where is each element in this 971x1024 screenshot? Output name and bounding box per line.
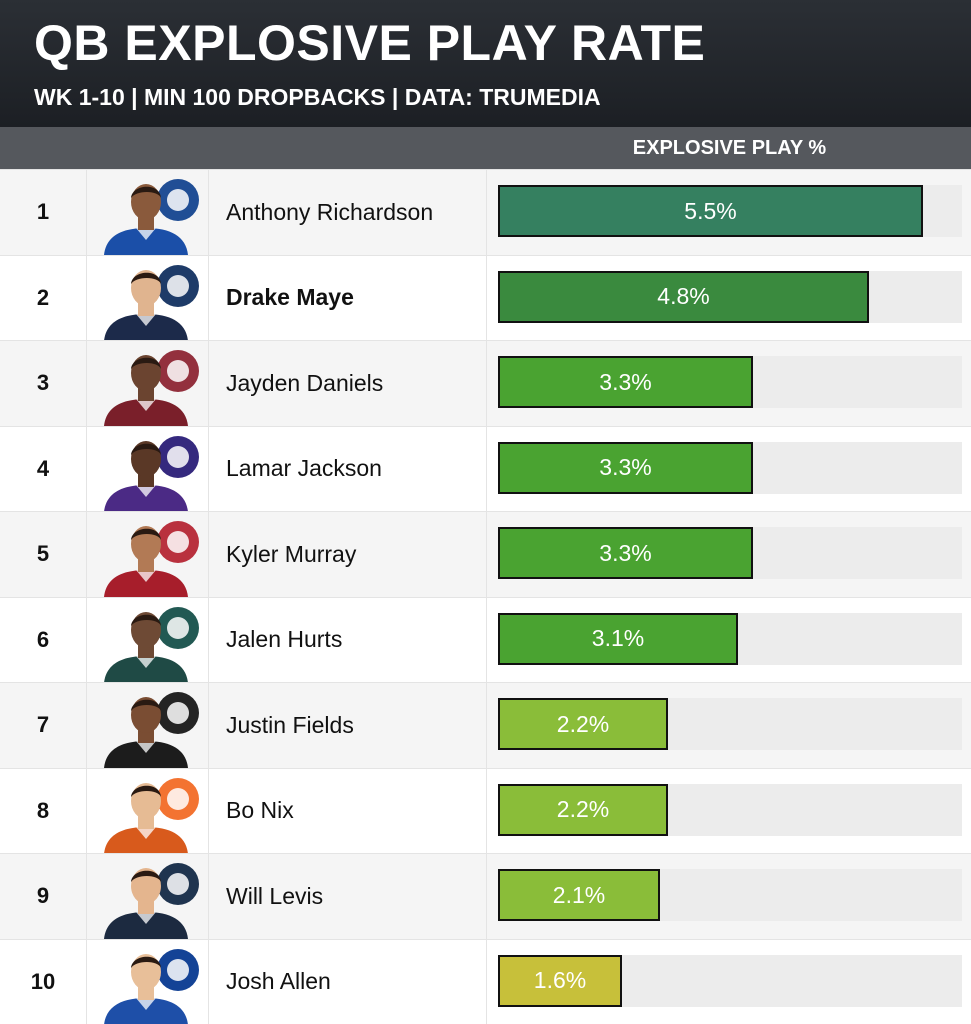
colts-horseshoe-logo: [157, 179, 199, 221]
table-row: 8 Bo Nix 2.2%: [0, 767, 971, 853]
bar: 1.6%: [498, 954, 622, 1007]
player-headshot: [104, 350, 199, 426]
bar: 3.1%: [498, 612, 738, 665]
rank-label: 7: [0, 683, 87, 768]
bar-value-label: 3.1%: [591, 625, 645, 651]
player-name: Drake Maye: [208, 255, 487, 340]
value-column-header: EXPLOSIVE PLAY %: [632, 137, 827, 159]
rank-label: 6: [0, 597, 87, 682]
player-name: Will Levis: [208, 854, 487, 939]
rank-label: 5: [0, 512, 87, 597]
player-headshot: [104, 264, 199, 340]
player-photo-cell: [86, 939, 209, 1024]
commanders-w-logo: [157, 350, 199, 392]
bar: 3.3%: [498, 527, 753, 579]
player-photo-cell: [86, 255, 209, 340]
bar: 3.3%: [498, 356, 753, 408]
player-photo-cell: [86, 426, 209, 511]
bar: 2.1%: [498, 869, 660, 921]
table-row: 9 Will Levis 2.1%: [0, 853, 971, 939]
player-headshot: [104, 606, 199, 682]
table-row: 4 Lamar Jackson 3.3%: [0, 425, 971, 511]
steelers-logo: [157, 692, 199, 734]
ravens-logo: [157, 435, 199, 478]
player-headshot: [104, 948, 199, 1024]
bar: 4.8%: [498, 270, 869, 323]
bills-logo: [157, 948, 199, 991]
bar-track: 3.3%: [498, 527, 962, 579]
rank-label: 1: [0, 170, 87, 255]
rank-label: 9: [0, 854, 87, 939]
bar: 5.5%: [498, 185, 923, 237]
bar: 2.2%: [498, 698, 668, 750]
broncos-logo: [157, 777, 199, 820]
bar-value-label: 2.2%: [556, 796, 610, 822]
player-headshot: [104, 179, 199, 255]
player-photo-cell: [86, 512, 209, 597]
rank-label: 4: [0, 426, 87, 511]
column-header-row: EXPLOSIVE PLAY %: [0, 127, 971, 169]
player-name: Lamar Jackson: [208, 426, 487, 511]
table-row: 1 Anthony Richardson 5.5%: [0, 169, 971, 255]
player-photo-cell: [86, 341, 209, 426]
bar-value-label: 5.5%: [684, 197, 737, 224]
player-photo-cell: [86, 170, 209, 255]
bar: 2.2%: [498, 783, 668, 836]
player-name: Josh Allen: [208, 939, 487, 1024]
patriots-logo: [157, 264, 199, 307]
table-row: 5 Kyler Murray 3.3%: [0, 511, 971, 597]
eagles-logo: [157, 606, 199, 649]
chart-subtitle: WK 1-10 | MIN 100 DROPBACKS | DATA: TRUM…: [34, 84, 601, 110]
bar-value-label: 3.3%: [599, 454, 652, 480]
titans-logo: [157, 863, 199, 905]
player-name: Jalen Hurts: [208, 597, 487, 682]
player-name: Bo Nix: [208, 768, 487, 853]
player-headshot: [104, 863, 199, 939]
rank-label: 10: [0, 939, 87, 1024]
bar-value-label: 2.1%: [552, 881, 606, 908]
bar-value-label: 4.8%: [657, 283, 710, 309]
table-row: 2 Drake Maye 4.8%: [0, 254, 971, 340]
table-rows: 1 Anthony Richardson 5.5% 2 Drake Maye 4.8% 3 J…: [0, 169, 971, 1024]
bar-track: 2.1%: [498, 869, 962, 921]
bar-value-label: 1.6%: [533, 967, 587, 993]
title-block: QB EXPLOSIVE PLAY RATE WK 1-10 | MIN 100…: [0, 0, 971, 127]
table-row: 7 Justin Fields 2.2%: [0, 682, 971, 768]
bar-value-label: 2.2%: [556, 710, 610, 737]
rank-label: 8: [0, 768, 87, 853]
player-photo-cell: [86, 854, 209, 939]
bar-value-label: 3.3%: [599, 539, 652, 566]
bar-track: 5.5%: [498, 185, 962, 237]
bar-track: 3.3%: [498, 441, 962, 494]
player-name: Anthony Richardson: [208, 170, 487, 255]
bar-track: 1.6%: [498, 954, 962, 1007]
bar-track: 2.2%: [498, 698, 962, 750]
bar-track: 3.3%: [498, 356, 962, 408]
player-name: Justin Fields: [208, 683, 487, 768]
table-row: 3 Jayden Daniels 3.3%: [0, 340, 971, 426]
rank-label: 2: [0, 255, 87, 340]
player-headshot: [104, 521, 199, 597]
player-name: Kyler Murray: [208, 512, 487, 597]
player-headshot: [104, 777, 199, 853]
player-name: Jayden Daniels: [208, 341, 487, 426]
player-headshot: [104, 692, 199, 768]
player-headshot: [104, 435, 199, 511]
cardinals-logo: [157, 521, 199, 563]
rank-label: 3: [0, 341, 87, 426]
bar-track: 2.2%: [498, 783, 962, 836]
player-photo-cell: [86, 768, 209, 853]
player-photo-cell: [86, 683, 209, 768]
table-row: 6 Jalen Hurts 3.1%: [0, 596, 971, 682]
bar-track: 4.8%: [498, 270, 962, 323]
bar-value-label: 3.3%: [599, 368, 652, 395]
bar: 3.3%: [498, 441, 753, 494]
chart-title: QB EXPLOSIVE PLAY RATE: [34, 15, 706, 71]
bar-track: 3.1%: [498, 612, 962, 665]
table-row: 10 Josh Allen 1.6%: [0, 938, 971, 1024]
player-photo-cell: [86, 597, 209, 682]
